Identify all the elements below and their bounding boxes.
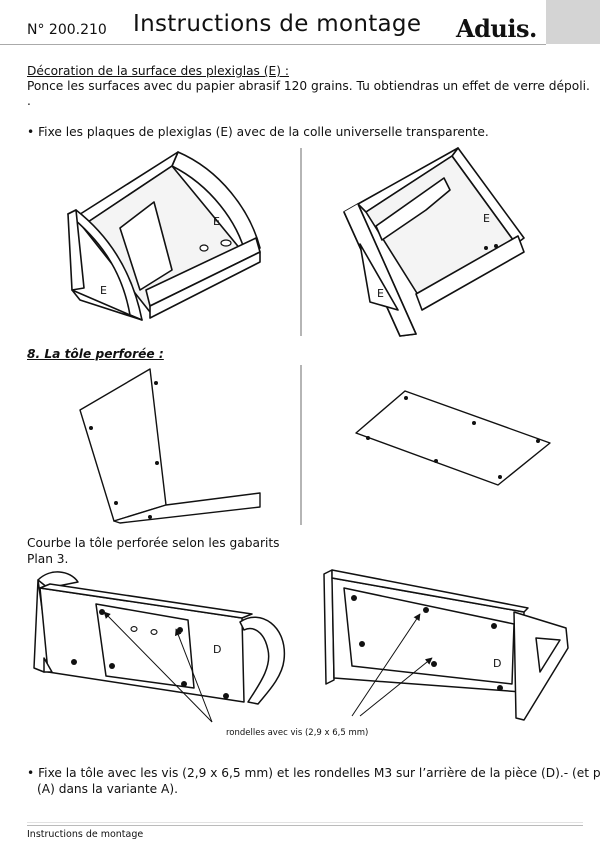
footer-divider bbox=[27, 825, 583, 826]
plexiglas-label-e-left: E bbox=[100, 284, 107, 297]
holder-angular-illustration bbox=[343, 147, 525, 337]
column-divider-middle bbox=[300, 365, 302, 525]
bend-instruction: Courbe la tôle perforée selon les gabari… bbox=[27, 536, 280, 550]
plate-label-d-right: D bbox=[493, 657, 502, 670]
plexiglas-section-heading: Décoration de la surface des plexiglas (… bbox=[27, 64, 289, 78]
footer-divider-light bbox=[27, 822, 583, 823]
fixing-instruction-line1: • Fixe la tôle avec les vis (2,9 x 6,5 m… bbox=[27, 766, 600, 780]
footer-text: Instructions de montage bbox=[27, 829, 144, 840]
bent-perforated-sheet bbox=[79, 368, 261, 524]
section-8-heading: 8. La tôle perforée : bbox=[27, 347, 164, 361]
plan-reference: Plan 3. bbox=[27, 552, 69, 566]
page-title: Instructions de montage bbox=[133, 11, 422, 37]
glue-instruction: • Fixe les plaques de plexiglas (E) avec… bbox=[27, 125, 489, 139]
plexiglas-label-e-left-2: E bbox=[377, 287, 384, 300]
header-divider bbox=[0, 44, 546, 45]
header-corner-block bbox=[546, 0, 600, 44]
holder-curved-illustration bbox=[67, 151, 261, 321]
plexiglas-label-e-right-2: E bbox=[483, 212, 490, 225]
plate-label-d-left: D bbox=[213, 643, 222, 656]
document-number: N° 200.210 bbox=[27, 22, 107, 38]
plexiglas-label-e-right: E bbox=[213, 215, 220, 228]
holder-back-angular-assembly bbox=[323, 569, 569, 721]
sanding-instruction: Ponce les surfaces avec du papier abrasi… bbox=[27, 79, 590, 93]
stray-dot: . bbox=[27, 94, 31, 108]
brand-logo: Aduis. bbox=[456, 14, 537, 43]
fixing-instruction-line2: (A) dans la variante A). bbox=[37, 782, 178, 796]
screws-washers-callout: rondelles avec vis (2,9 x 6,5 mm) bbox=[226, 728, 369, 738]
column-divider-top bbox=[300, 148, 302, 336]
flat-perforated-sheet bbox=[355, 390, 551, 486]
